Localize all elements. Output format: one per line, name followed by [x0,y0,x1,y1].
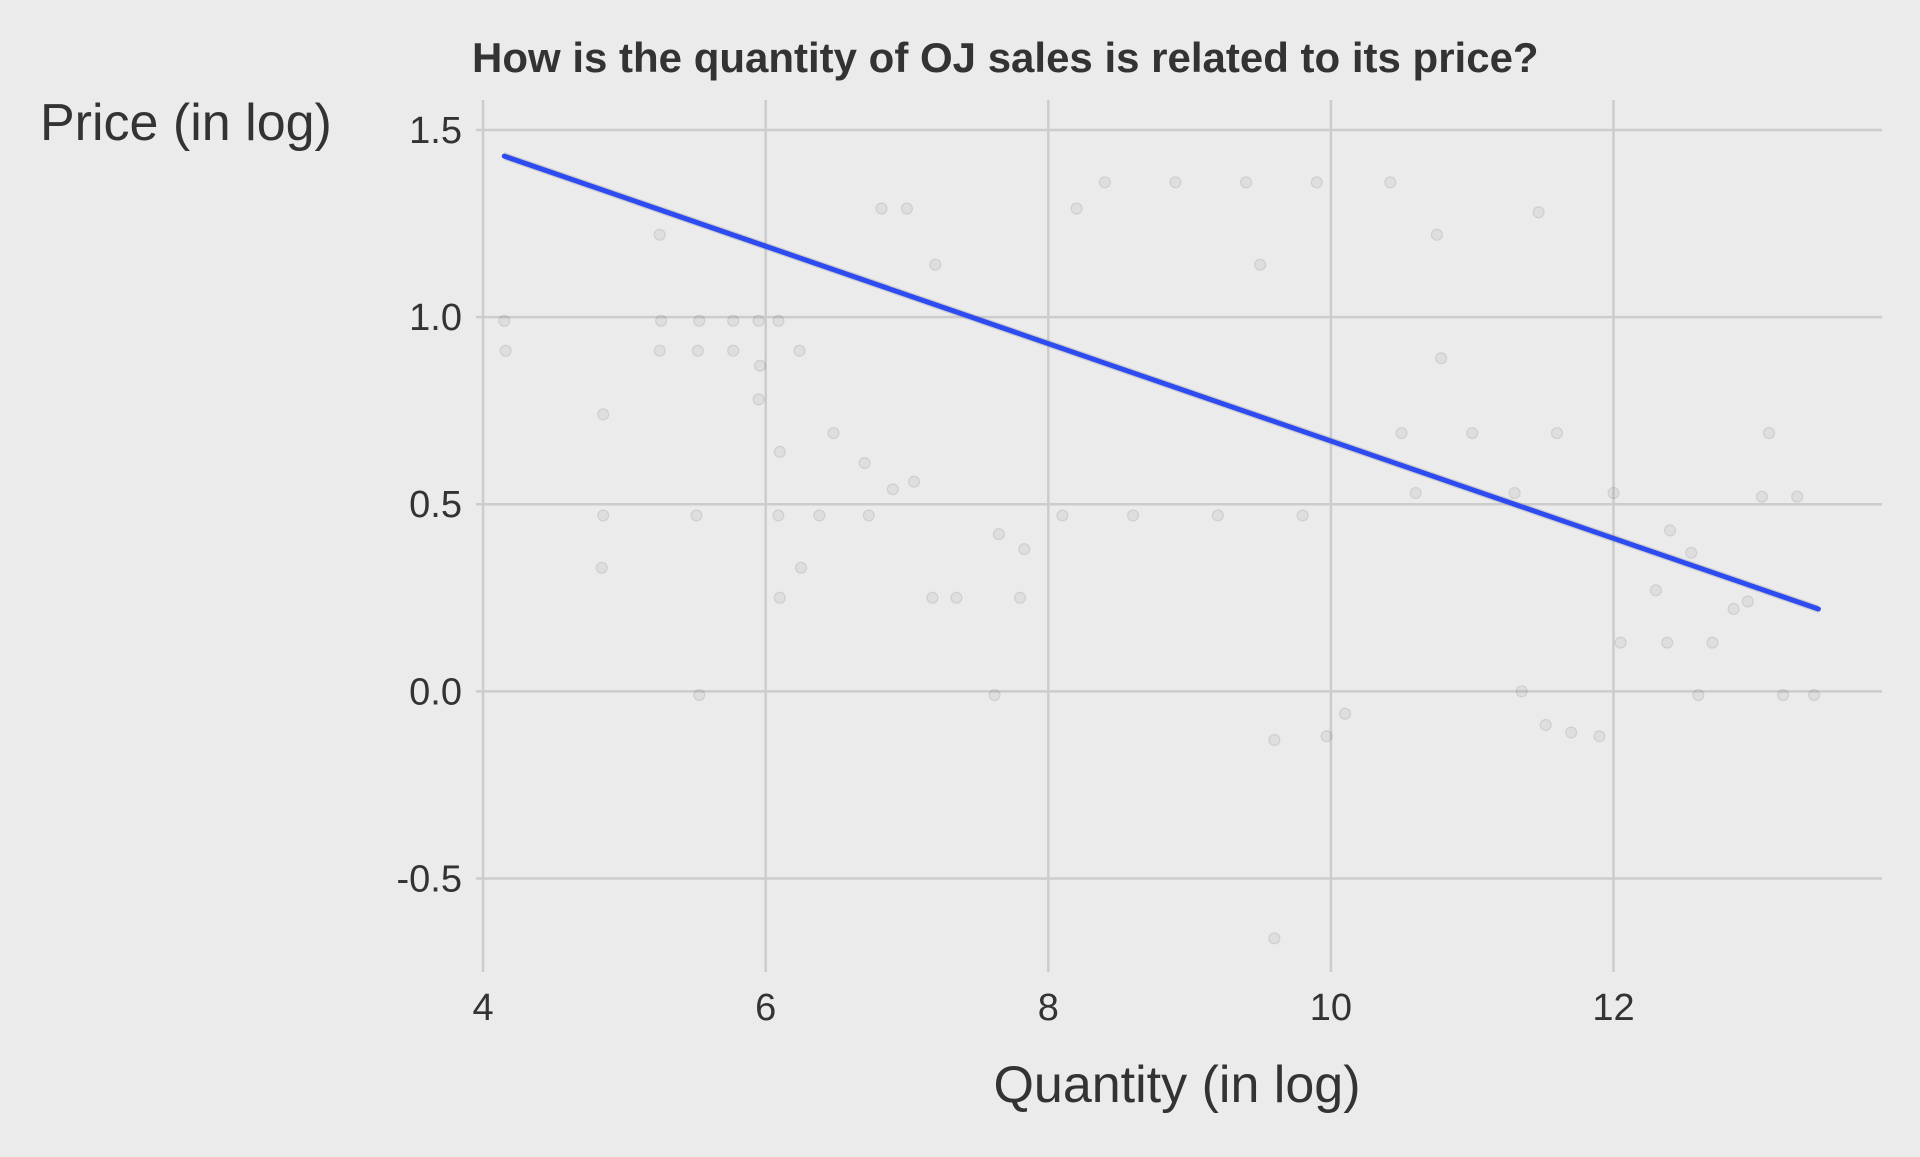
data-point [1338,707,1352,720]
data-point [950,591,963,604]
data-point [1808,688,1821,702]
data-point [1296,509,1309,522]
data-point [597,408,610,421]
data-point [499,344,512,357]
data-point [595,561,608,574]
data-point [1395,426,1408,440]
data-point [655,314,668,327]
data-point [1593,730,1606,743]
data-point [1070,202,1083,215]
data-point [1056,509,1069,522]
data-point [1169,176,1182,189]
data-point [1384,176,1397,189]
data-point [1320,730,1333,743]
data-point [907,475,921,488]
y-axis-title: Price (in log) [40,94,332,152]
data-point [1565,726,1578,739]
data-point [1409,486,1422,500]
x-tick-label: 4 [472,987,493,1029]
data-point [772,314,785,327]
data-point [929,258,942,271]
data-point [773,591,786,604]
y-tick-label: -0.5 [397,858,462,900]
data-point [1791,490,1804,503]
data-point [727,344,740,357]
data-point [1685,546,1698,559]
x-tick-label: 6 [755,987,776,1029]
data-point [1532,206,1545,219]
data-point [1508,486,1521,500]
data-point [498,314,511,327]
data-point [1430,228,1443,241]
data-point [988,688,1001,702]
data-point [693,314,706,327]
data-point [691,344,704,357]
data-point [1776,688,1790,702]
data-point [1268,733,1281,747]
data-point [1706,636,1719,649]
data-point [1013,591,1027,604]
data-point [752,314,765,327]
data-point [693,688,706,702]
data-point [1649,584,1663,597]
data-point [862,509,875,522]
regression-line [501,152,1821,613]
data-point [827,426,840,440]
data-point [1240,176,1253,189]
data-point [1098,176,1111,189]
x-tick-label: 8 [1038,987,1059,1029]
data-point [1607,486,1620,500]
y-tick-label: 1.5 [409,110,462,152]
data-point [1268,932,1281,945]
data-point [752,393,765,406]
data-point [992,528,1005,541]
data-point [1435,352,1448,365]
data-point [690,509,703,522]
data-point [753,359,767,372]
data-point [794,561,808,574]
data-point [653,228,666,241]
tick-labels: 4 6 8 10 12 -0.5 0.0 0.5 1.0 1.5 [397,110,1635,1029]
data-point [1515,685,1528,698]
data-point [1310,176,1323,189]
data-point [1466,426,1479,440]
data-point [1254,258,1267,271]
data-point [886,483,899,496]
data-point [1211,509,1224,522]
data-point [858,456,871,470]
data-point [1692,688,1705,702]
data-point [1126,509,1140,522]
data-point [1539,718,1552,732]
data-point [1727,602,1740,616]
data-point [1550,426,1564,440]
data-points [498,176,1821,945]
data-point [773,445,786,458]
data-point [772,509,785,522]
data-point [1762,426,1776,440]
data-point [1661,636,1674,649]
data-point [926,591,939,604]
data-point [653,344,666,357]
data-point [1663,524,1677,537]
data-point [1755,490,1768,503]
data-point [813,509,826,522]
data-point [793,344,806,357]
data-point [597,509,610,522]
chart-title: How is the quantity of OJ sales is relat… [472,34,1539,81]
data-point [1614,636,1627,649]
data-point [727,314,740,327]
fit-line [501,153,1821,612]
y-tick-label: 0.0 [409,671,462,713]
x-tick-label: 12 [1592,987,1634,1029]
data-point [1018,542,1031,556]
data-point [875,202,888,215]
y-tick-label: 1.0 [409,297,462,339]
y-tick-label: 0.5 [409,484,462,526]
x-tick-label: 10 [1310,987,1352,1029]
x-axis-title: Quantity (in log) [993,1056,1360,1114]
data-point [1741,595,1754,608]
data-point [900,202,914,215]
